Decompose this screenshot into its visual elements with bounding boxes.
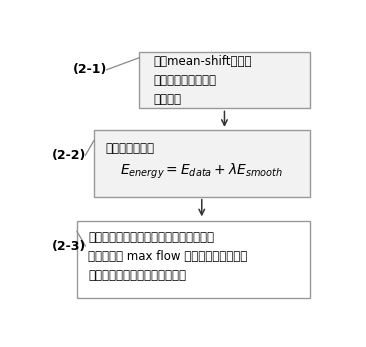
- Text: 依据所述数据项和平滑项构建出相应的网
格图，调用 max flow 算法计算得出各个像
素对应的视差信息，得到视差图: 依据所述数据项和平滑项构建出相应的网 格图，调用 max flow 算法计算得出…: [88, 231, 247, 282]
- Bar: [77, 221, 310, 298]
- Bar: [139, 52, 310, 109]
- Text: (2-2): (2-2): [51, 149, 86, 162]
- Text: (2-1): (2-1): [73, 63, 107, 76]
- Text: 构建能量函数：: 构建能量函数：: [105, 142, 154, 155]
- Text: $\mathit{E}_{energy} = \mathit{E}_{data} + \lambda\mathit{E}_{smooth}$: $\mathit{E}_{energy} = \mathit{E}_{data}…: [120, 162, 283, 181]
- Bar: [94, 130, 310, 197]
- Text: (2-3): (2-3): [51, 239, 86, 253]
- Text: 利用mean-shift算法对
双目立体视频图像进
行过分割: 利用mean-shift算法对 双目立体视频图像进 行过分割: [154, 55, 252, 106]
